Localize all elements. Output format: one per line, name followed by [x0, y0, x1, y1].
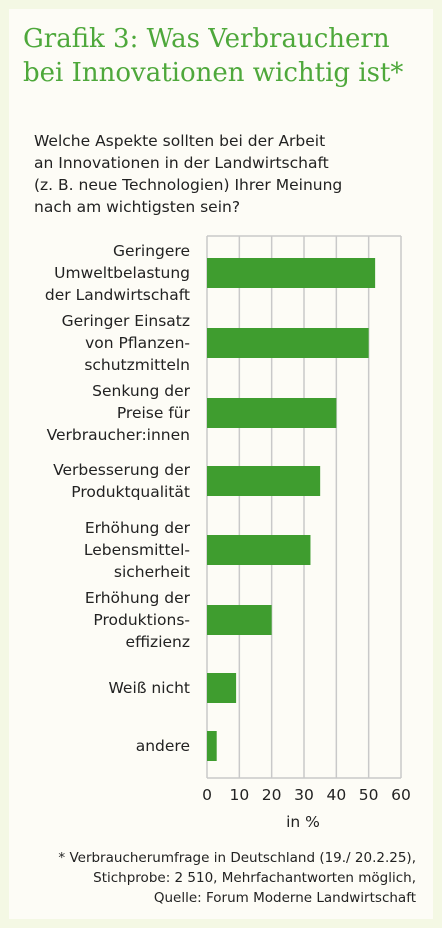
category-label-line: Umweltbelastung [54, 264, 190, 282]
category-label-line: Erhöhung der [84, 519, 190, 537]
category-label: Geringere Umweltbelastung der Landwirtscha… [45, 240, 190, 306]
x-tick-label: 50 [358, 786, 379, 804]
category-label-line: Geringere [113, 242, 190, 260]
question-line: (z. B. neue Technologien) Ihrer Meinung [34, 176, 343, 194]
bar [207, 466, 321, 496]
category-label: Erhöhung der Produktions-effizienz [85, 587, 190, 653]
category-label-line: Verbraucher:innen [46, 426, 190, 444]
footnote: * Verbraucherumfrage in Deutschland (19.… [16, 848, 416, 908]
x-tick-label: 30 [294, 786, 314, 804]
category-label: Erhöhung der Lebensmittel-sicherheit [84, 517, 190, 583]
bar [207, 258, 376, 288]
chart-title: Grafik 3: Was Verbrauchern bei Innovatio… [23, 22, 433, 90]
category-label-line: Erhöhung der [84, 589, 190, 607]
category-label-line: schutzmitteln [84, 356, 190, 374]
category-label-line: Produktions- [93, 611, 190, 629]
x-tick-label: 60 [391, 786, 411, 804]
category-label: andere [136, 735, 190, 757]
bar [207, 731, 217, 761]
footnote-line: Quelle: Forum Moderne Landwirtschaft [153, 890, 416, 906]
category-label: Verbesserung der Produktqualität [53, 459, 190, 503]
category-label-line: Geringer Einsatz [61, 312, 190, 330]
category-label-line: effizienz [125, 633, 190, 651]
category-label-line: Senkung der [92, 382, 190, 400]
title-line: bei Innovationen wichtig ist* [23, 58, 404, 88]
title-line: Grafik 3: Was Verbrauchern [23, 24, 390, 54]
bar [207, 535, 311, 565]
question-line: Welche Aspekte sollten bei der Arbeit [34, 132, 326, 150]
x-tick-label: 10 [229, 786, 250, 804]
category-label: Weiß nicht [108, 677, 190, 699]
survey-question: Welche Aspekte sollten bei der Arbeit an… [34, 130, 414, 218]
category-label-line: Preise für [116, 404, 190, 422]
x-tick-label: 0 [202, 786, 212, 804]
category-label: Senkung der Preise für Verbraucher:innen [47, 380, 190, 446]
question-line: an Innovationen in der Landwirtschaft [34, 154, 329, 172]
x-tick-label: 20 [261, 786, 282, 804]
category-label-line: Produktqualität [71, 483, 190, 501]
category-label-line: Lebensmittel- [83, 541, 190, 559]
bar [207, 328, 369, 358]
category-label-line: Verbesserung der [53, 461, 190, 479]
category-label-line: von Pflanzen- [85, 334, 190, 352]
category-label-line: sicherheit [113, 563, 190, 581]
footnote-line: Stichprobe: 2 510, Mehrfachantworten mög… [93, 870, 416, 886]
bar [207, 673, 237, 703]
chart-card [9, 9, 433, 919]
category-label-line: Weiß nicht [108, 679, 190, 697]
question-line: nach am wichtigsten sein? [34, 198, 241, 216]
footnote-line: * Verbraucherumfrage in Deutschland (19.… [58, 850, 416, 866]
bar [207, 398, 337, 428]
category-label-line: der Landwirtschaft [44, 286, 190, 304]
category-label-line: andere [135, 737, 190, 755]
x-tick-label: 40 [326, 786, 347, 804]
bar [207, 605, 272, 635]
x-axis-label: in % [286, 813, 320, 831]
category-label: Geringer Einsatz von Pflanzen-schutzmitte… [62, 310, 190, 376]
